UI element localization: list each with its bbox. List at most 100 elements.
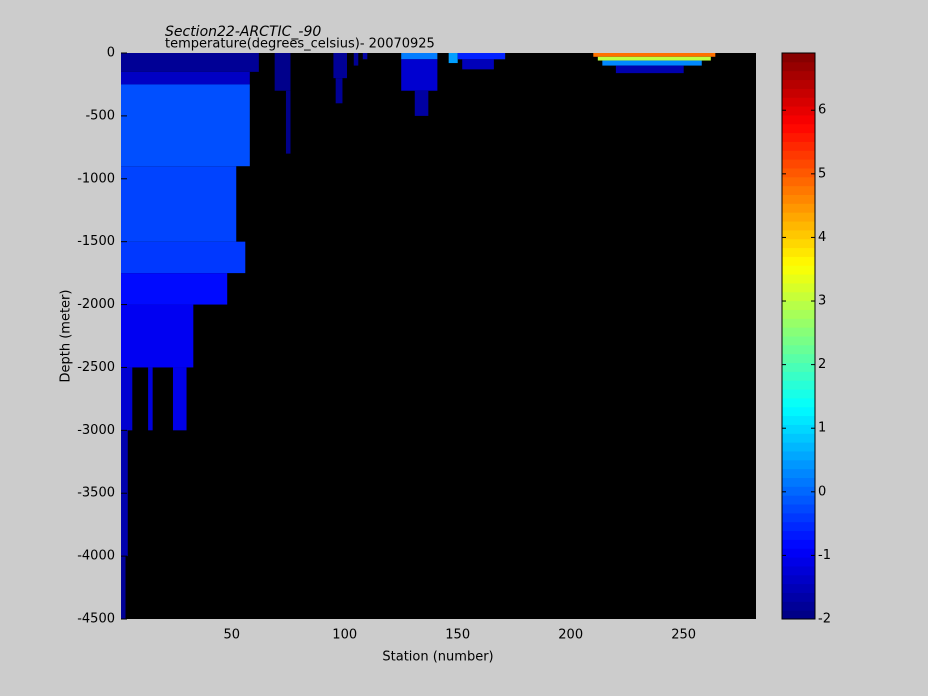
cell [414, 90, 429, 116]
colorbar-step [782, 574, 815, 585]
cell [335, 78, 343, 104]
colorbar-step [782, 221, 815, 231]
colorbar-step [782, 336, 815, 346]
cell [333, 53, 347, 79]
colorbar-step [782, 88, 815, 98]
colorbar-step [782, 327, 815, 337]
cell [121, 556, 126, 619]
cell [121, 71, 250, 85]
colorbar-step [782, 70, 815, 81]
colorbar-step [782, 565, 815, 576]
colorbar-step [782, 450, 815, 461]
y-tick-label: -4500 [77, 612, 115, 627]
x-tick-label: 150 [445, 628, 470, 643]
chart-subtitle: temperature(degrees_celsius)- 20070925 [165, 37, 435, 52]
colorbar-frame [781, 52, 816, 620]
colorbar-step [782, 167, 815, 178]
cell [353, 53, 359, 66]
cell [593, 53, 716, 57]
colorbar-step [782, 123, 815, 134]
colorbar-step [782, 406, 815, 417]
colorbar-step [782, 203, 815, 213]
colorbar-step [782, 424, 815, 434]
colorbar-step [782, 592, 815, 602]
colorbar-step [782, 442, 815, 452]
cell [121, 367, 133, 431]
colorbar-step [782, 397, 815, 408]
cell [597, 56, 711, 61]
colorbar-step [782, 274, 815, 284]
cell [615, 65, 684, 74]
colorbar-tick-label: 3 [818, 294, 826, 309]
colorbar-step [782, 194, 815, 204]
colorbar-step [782, 521, 815, 532]
colorbar-step [782, 362, 815, 372]
colorbar-step [782, 132, 815, 142]
colorbar-step [782, 141, 815, 151]
colorbar-step [782, 415, 815, 425]
cell [274, 53, 291, 91]
colorbar-step [782, 548, 815, 558]
colorbar-step [782, 61, 815, 72]
y-tick-label: -4000 [77, 549, 115, 564]
colorbar-step [782, 265, 815, 275]
colorbar-tick-label: 0 [818, 484, 826, 499]
x-tick-label: 250 [671, 628, 696, 643]
colorbar-step [782, 583, 815, 593]
colorbar-step [782, 97, 815, 107]
cell [602, 60, 702, 66]
colorbar-tick-label: -1 [818, 548, 831, 563]
colorbar-step [782, 601, 815, 611]
colorbar-tick-label: -2 [818, 612, 831, 627]
cell [448, 53, 458, 64]
colorbar-tick-label: 6 [818, 103, 826, 118]
x-axis-label: Station (number) [382, 650, 493, 665]
colorbar-step [782, 380, 815, 390]
cell [121, 304, 194, 368]
colorbar-step [782, 557, 815, 567]
colorbar-tick-label: 2 [818, 357, 826, 372]
cell [172, 367, 187, 431]
colorbar-step [782, 106, 815, 116]
colorbar-step [782, 212, 815, 222]
colorbar-step [782, 238, 815, 249]
x-tick-label: 50 [223, 628, 240, 643]
colorbar-step [782, 433, 815, 443]
colorbar-step [782, 150, 815, 160]
colorbar-step [782, 512, 815, 523]
colorbar-step [782, 504, 815, 514]
colorbar-step [782, 495, 815, 505]
colorbar-tick-label: 5 [818, 166, 826, 181]
chart-title: Section22-ARCTIC_-90 [165, 24, 321, 40]
y-tick-label: -2000 [77, 297, 115, 312]
colorbar-step [782, 247, 815, 257]
colorbar-step [782, 344, 815, 355]
cell [285, 90, 291, 154]
colorbar-step [782, 114, 815, 125]
colorbar-step [782, 353, 815, 364]
colorbar-step [782, 459, 815, 470]
y-tick-label: 0 [107, 46, 115, 61]
y-tick-label: -3000 [77, 423, 115, 438]
cell [462, 59, 494, 70]
colorbar-step [782, 256, 815, 266]
colorbar-step [782, 309, 815, 319]
colorbar-tick-label: 4 [818, 230, 826, 245]
colorbar-step [782, 176, 815, 187]
colorbar-step [782, 79, 815, 89]
colorbar-step [782, 371, 815, 381]
y-tick-label: -2500 [77, 360, 115, 375]
colorbar-step [782, 389, 815, 399]
colorbar-step [782, 53, 815, 63]
cell [401, 53, 438, 60]
y-tick-label: -1000 [77, 171, 115, 186]
colorbar-step [782, 530, 815, 540]
y-tick-label: -3500 [77, 486, 115, 501]
colorbar-step [782, 282, 815, 293]
y-tick-label: -500 [85, 108, 115, 123]
cell [362, 53, 368, 60]
colorbar-step [782, 291, 815, 302]
colorbar-step [782, 610, 815, 620]
cell [121, 84, 250, 167]
